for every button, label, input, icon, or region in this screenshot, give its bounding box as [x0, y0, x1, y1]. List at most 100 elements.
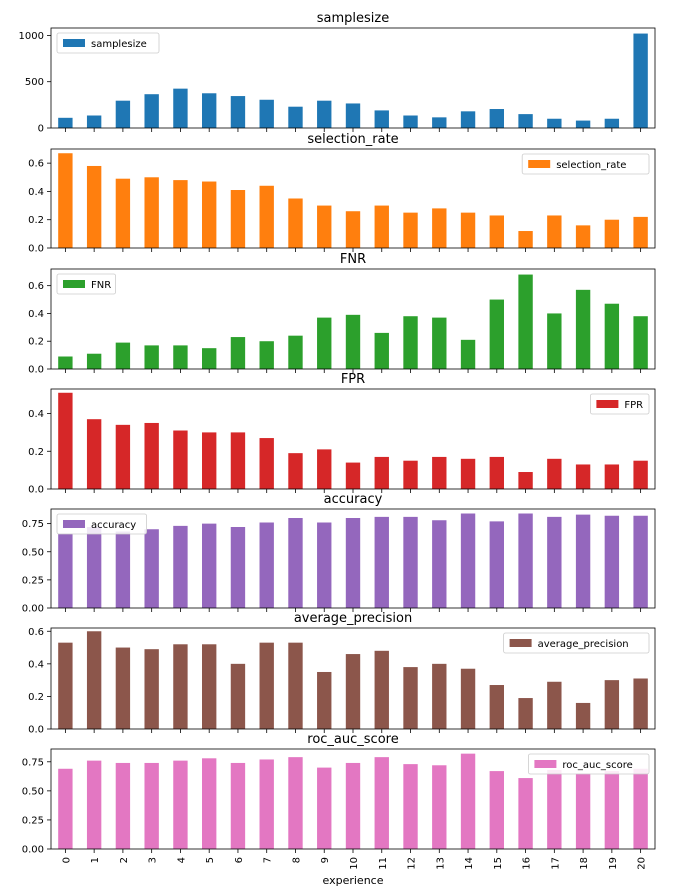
bar — [403, 316, 418, 369]
bar — [259, 185, 274, 248]
bar — [317, 671, 332, 729]
bar — [374, 757, 389, 849]
panel-average-precision: average_precision 0.0 0.2 0.4 0.6 average_pre… — [28, 611, 656, 736]
bar — [432, 117, 447, 128]
bar — [230, 432, 246, 489]
bar — [547, 458, 562, 489]
legend-box — [503, 632, 650, 654]
bar — [604, 771, 620, 849]
legend-swatch — [534, 760, 557, 768]
bar — [288, 642, 303, 729]
legend-label: FPR — [624, 400, 643, 411]
bar — [144, 177, 159, 248]
bar — [518, 114, 533, 128]
y-tick-label: 0.2 — [28, 692, 44, 703]
legend-label: accuracy — [91, 520, 136, 531]
legend: samplesize — [56, 32, 160, 54]
y-tick-label: 0.4 — [28, 187, 44, 198]
bar — [547, 313, 562, 369]
bar — [58, 356, 73, 369]
bar — [202, 523, 217, 609]
panel-title: samplesize — [317, 11, 389, 26]
y-tick-label: 0.00 — [22, 845, 44, 856]
y-tick-label: 0.25 — [22, 815, 44, 826]
bar — [403, 212, 418, 248]
bar — [86, 760, 102, 849]
bar — [432, 317, 447, 369]
bar — [230, 762, 246, 849]
x-tick-label: 18 — [579, 857, 590, 870]
bar — [604, 680, 620, 729]
bar — [604, 464, 620, 489]
legend-swatch — [63, 39, 85, 47]
bar — [144, 529, 159, 608]
bar — [230, 337, 246, 369]
y-tick-label: 0.2 — [28, 337, 44, 348]
bar — [518, 513, 533, 608]
bar — [374, 650, 389, 729]
legend-label: average_precision — [538, 639, 629, 650]
bar — [345, 314, 361, 369]
x-tick-label: 0 — [61, 857, 72, 863]
panel-samplesize: samplesize 0 500 1000 samplesize — [19, 11, 656, 135]
bar — [518, 231, 533, 248]
legend-box — [528, 753, 650, 775]
bar — [288, 453, 303, 489]
legend-swatch — [509, 639, 532, 647]
bar — [202, 644, 217, 729]
bar — [86, 165, 102, 248]
bar — [115, 100, 131, 128]
bar — [317, 100, 332, 128]
bar — [403, 764, 418, 849]
bar — [288, 335, 303, 369]
bar — [489, 685, 504, 729]
bar — [547, 681, 562, 729]
bar — [460, 339, 476, 369]
panel-accuracy: accuracy 0.00 0.25 0.50 0.75 accuracy — [22, 492, 656, 615]
panel-title: average_precision — [294, 611, 412, 626]
y-tick-label: 0.75 — [22, 519, 44, 530]
x-tick-label: 14 — [464, 857, 475, 870]
panel-roc-auc-score: roc_auc_score 0.00 0.25 0.50 0.75 roc_auc_sco… — [22, 732, 656, 856]
x-tick-label: 16 — [522, 857, 533, 870]
bar — [86, 631, 102, 729]
bar — [489, 771, 504, 849]
y-tick-label: 0.25 — [22, 575, 44, 586]
legend-box — [590, 393, 650, 415]
y-tick-label: 0.75 — [22, 757, 44, 768]
bar — [547, 769, 562, 849]
bar — [317, 449, 332, 489]
legend-box — [521, 153, 650, 175]
bar — [173, 644, 188, 729]
bar — [489, 215, 504, 248]
bar — [633, 316, 648, 369]
bar — [547, 118, 562, 128]
bar — [115, 762, 131, 849]
legend: average_precision — [503, 632, 650, 654]
x-tick-label: 5 — [205, 857, 216, 863]
bar — [144, 422, 159, 489]
legend-box — [56, 32, 160, 54]
bar — [259, 642, 274, 729]
bar — [173, 88, 188, 128]
legend: selection_rate — [521, 153, 650, 175]
bar — [518, 778, 533, 849]
bar — [403, 667, 418, 729]
bar — [374, 110, 389, 128]
bar — [58, 533, 73, 608]
bar — [432, 765, 447, 849]
bar — [403, 516, 418, 609]
bar — [202, 432, 217, 489]
bar — [604, 303, 620, 369]
bar — [230, 96, 246, 128]
y-tick-label: 0.4 — [28, 659, 44, 670]
legend-swatch — [528, 160, 551, 168]
legend-label: FNR — [91, 280, 111, 291]
bar — [489, 456, 504, 489]
y-tick-label: 0.4 — [28, 309, 44, 320]
y-tick-label: 0.50 — [22, 786, 44, 797]
bar — [432, 520, 447, 608]
bar — [288, 106, 303, 128]
y-tick-label: 500 — [25, 77, 44, 88]
